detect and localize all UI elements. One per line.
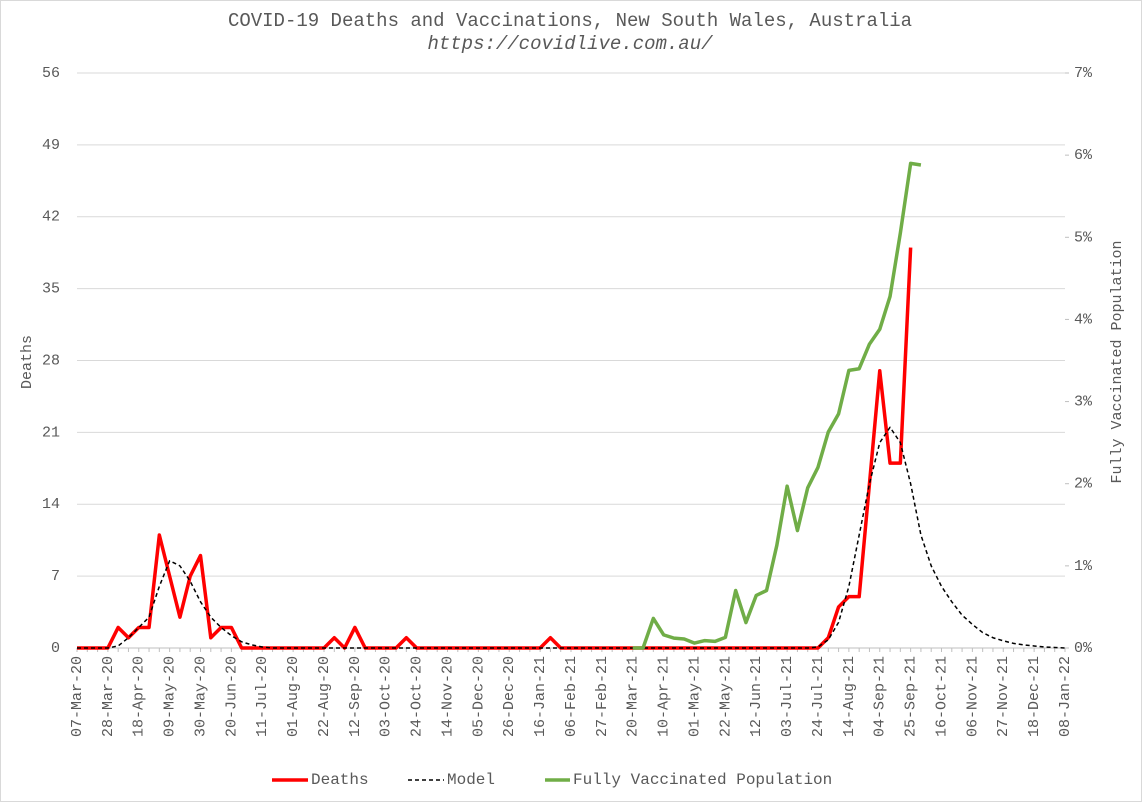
x-tick-label: 08-Jan-22 [1057,656,1074,737]
y-tick-label: 21 [42,424,60,441]
x-tick-label: 16-Oct-21 [933,656,950,737]
y2-axis-title: Fully Vaccinated Population [1109,240,1126,483]
x-tick-label: 22-Aug-20 [316,656,333,737]
y-tick-label: 56 [42,65,60,82]
chart-title: COVID-19 Deaths and Vaccinations, New So… [228,10,912,32]
x-tick-label: 18-Dec-21 [1026,656,1043,737]
x-tick-label: 25-Sep-21 [903,656,920,737]
x-tick-label: 05-Dec-20 [470,656,487,737]
series-line [77,426,1066,649]
chart-subtitle: https://covidlive.com.au/ [427,33,714,55]
x-tick-label: 16-Jan-21 [532,656,549,737]
y-tick-label: 7 [51,568,60,585]
x-tick-label: 26-Dec-20 [501,656,518,737]
y2-tick-label: 1% [1074,558,1093,575]
x-tick-label: 04-Sep-21 [872,656,889,737]
x-tick-label: 14-Nov-20 [439,656,456,737]
x-tick-label: 27-Nov-21 [995,656,1012,737]
x-tick-label: 06-Feb-21 [563,656,580,737]
x-tick-label: 18-Apr-20 [131,656,148,737]
y2-tick-label: 5% [1074,229,1093,246]
x-tick-label: 24-Jul-21 [810,656,827,737]
x-tick-label: 30-May-20 [192,656,209,737]
x-tick-label: 12-Sep-20 [347,656,364,737]
y-tick-label: 0 [51,640,60,657]
x-tick-label: 06-Nov-21 [964,656,981,737]
x-tick-label: 27-Feb-21 [594,656,611,737]
y-tick-label: 14 [42,496,60,513]
x-tick-label: 07-Mar-20 [69,656,86,737]
x-tick-label: 12-Jun-21 [748,656,765,737]
x-tick-label: 01-May-21 [686,656,703,737]
series-line [632,161,922,650]
y-tick-label: 42 [42,209,60,226]
x-tick-label: 11-Jul-20 [254,656,271,737]
x-tick-label: 03-Jul-21 [779,656,796,737]
y2-tick-label: 7% [1074,65,1093,82]
y-axis-title: Deaths [19,335,36,389]
y-tick-label: 28 [42,352,60,369]
x-tick-label: 09-May-20 [162,656,179,737]
x-tick-label: 20-Mar-21 [625,656,642,737]
y2-tick-label: 4% [1074,311,1093,328]
x-tick-label: 28-Mar-20 [100,656,117,737]
x-tick-label: 01-Aug-20 [285,656,302,737]
legend-label: Deaths [311,771,369,789]
y2-tick-label: 3% [1074,394,1093,411]
y-tick-label: 35 [42,281,60,298]
x-tick-label: 22-May-21 [717,656,734,737]
x-tick-label: 03-Oct-20 [378,656,395,737]
x-tick-label: 24-Oct-20 [409,656,426,737]
x-tick-label: 14-Aug-21 [841,656,858,737]
x-tick-label: 20-Jun-20 [223,656,240,737]
y2-tick-label: 2% [1074,476,1093,493]
y2-tick-label: 0% [1074,640,1093,657]
y2-tick-label: 6% [1074,147,1093,164]
x-tick-label: 10-Apr-21 [656,656,673,737]
legend-label: Fully Vaccinated Population [573,771,832,789]
y-tick-label: 49 [42,137,60,154]
legend-label: Model [447,771,495,789]
